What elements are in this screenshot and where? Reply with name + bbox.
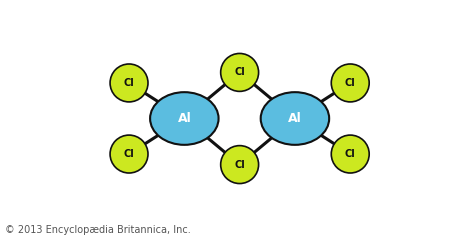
Circle shape: [331, 135, 369, 173]
Text: Cl: Cl: [124, 149, 135, 159]
Text: Cl: Cl: [234, 160, 245, 170]
Ellipse shape: [150, 92, 219, 145]
Circle shape: [331, 64, 369, 102]
Text: Al: Al: [177, 112, 191, 125]
Text: Cl: Cl: [345, 78, 356, 88]
Circle shape: [110, 64, 148, 102]
Text: © 2013 Encyclopædia Britannica, Inc.: © 2013 Encyclopædia Britannica, Inc.: [5, 225, 191, 235]
Circle shape: [221, 146, 259, 183]
Circle shape: [221, 54, 259, 91]
Text: Cl: Cl: [124, 78, 135, 88]
Text: Cl: Cl: [345, 149, 356, 159]
Circle shape: [110, 135, 148, 173]
Ellipse shape: [261, 92, 329, 145]
Text: Al: Al: [288, 112, 302, 125]
Text: Cl: Cl: [234, 67, 245, 77]
